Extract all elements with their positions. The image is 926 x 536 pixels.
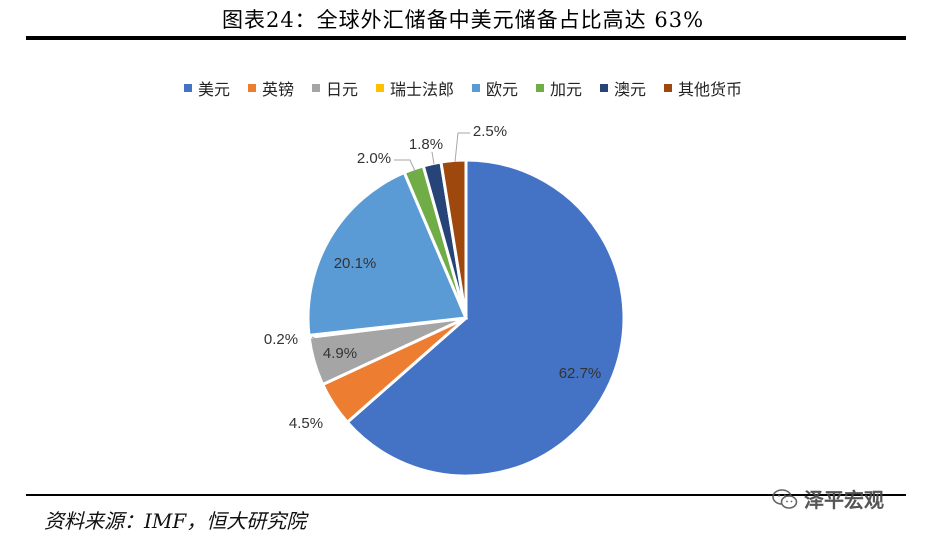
legend-item: 欧元 (472, 76, 518, 100)
legend-item: 日元 (311, 76, 358, 100)
legend-item: 加元 (536, 76, 582, 100)
leader-line (431, 151, 435, 165)
data-label: 4.9% (323, 345, 357, 362)
legend-label: 澳元 (614, 80, 647, 99)
legend-label: 欧元 (486, 80, 519, 99)
data-label: 62.7% (559, 365, 602, 382)
legend-label: 日元 (325, 80, 358, 99)
data-label: 0.2% (264, 331, 298, 348)
watermark: 泽平宏观 (772, 484, 884, 513)
chart-title: 图表24：全球外汇储备中美元储备占比高达 63% (221, 8, 705, 32)
data-label: 2.5% (473, 123, 507, 140)
legend-label: 瑞士法郎 (389, 80, 454, 99)
title-rule (26, 36, 906, 40)
pie-slice (345, 158, 626, 478)
legend-label: 美元 (197, 80, 230, 99)
wechat-icon (772, 488, 798, 509)
data-label: 2.0% (357, 150, 391, 167)
legend-swatch (311, 84, 320, 92)
legend-swatch (536, 84, 545, 92)
legend-item: 其他货币 (664, 76, 742, 100)
legend-swatch (472, 84, 480, 92)
legend-swatch (375, 84, 384, 92)
leader-line (394, 159, 416, 172)
legend-label: 英镑 (261, 80, 294, 99)
data-label: 20.1% (334, 255, 377, 272)
legend-item: 澳元 (600, 76, 646, 100)
data-label: 1.8% (409, 136, 443, 153)
legend-swatch (600, 84, 609, 92)
watermark-text: 泽平宏观 (804, 488, 884, 512)
data-label: 4.5% (289, 415, 323, 432)
legend-label: 其他货币 (678, 80, 743, 99)
legend-item: 英镑 (247, 76, 294, 100)
leader-line (454, 132, 470, 163)
pie-slice (306, 170, 469, 337)
source-rule (26, 494, 906, 496)
legend-item: 美元 (183, 76, 230, 100)
legend-label: 加元 (550, 80, 583, 99)
pie-slice (439, 158, 468, 319)
legend-swatch (247, 84, 256, 92)
chart-legend: 美元 英镑 日元 瑞士法郎 欧元 加元 澳元 其他货币 (0, 77, 926, 99)
source-note: 资料来源：IMF，恒大研究院 (44, 509, 307, 533)
leader-line (311, 336, 319, 341)
legend-swatch (664, 84, 673, 92)
legend-swatch (183, 84, 192, 92)
legend-item: 瑞士法郎 (375, 76, 454, 100)
